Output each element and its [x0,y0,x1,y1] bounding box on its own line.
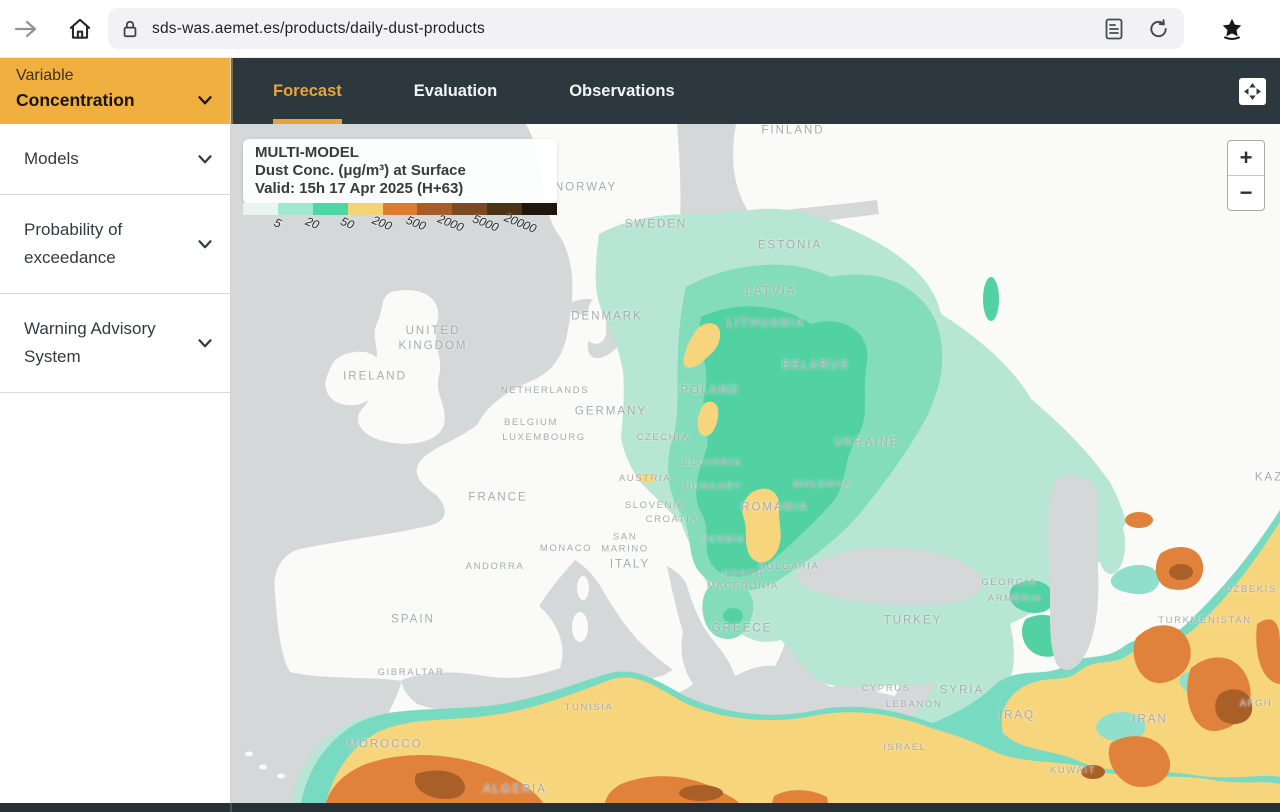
dust-core-sliver [983,277,999,321]
dust-teal-hole-2 [1096,712,1146,743]
map-zoom-control: + − [1227,140,1265,211]
dust-orange-algeria-east [772,790,828,803]
browser-toolbar: sds-was.aemet.es/products/daily-dust-pro… [0,0,1280,58]
map-legend: MULTI-MODEL Dust Conc. (μg/m³) at Surfac… [243,139,557,204]
dust-core-greece [723,608,743,624]
corsica [577,576,589,600]
sidebar-item-probability-of-exceedance[interactable]: Probability of exceedance [0,195,230,294]
dust-yellow-austria [638,473,656,483]
canary-1 [245,751,253,757]
forward-arrow-icon [14,20,37,37]
reload-icon[interactable] [1147,17,1170,41]
cyprus-island [877,684,901,696]
variable-selector[interactable]: Variable Concentration [0,58,230,124]
dust-yellow-romania [742,488,781,563]
tab-evaluation[interactable]: Evaluation [413,81,498,100]
ireland-island [325,351,382,406]
scale-segment [522,203,558,215]
map-canvas [231,124,1280,803]
chevron-down-icon [198,96,212,105]
dust-yellow-poland-2 [697,401,719,437]
scale-segment [347,203,383,215]
lock-icon [123,20,137,37]
home-button[interactable] [52,16,108,42]
scale-label: 5000 [470,211,501,235]
time-slider-bar[interactable] [0,803,1280,812]
forward-button[interactable] [0,17,52,41]
dust-core-green [696,306,868,577]
legend-valid-time: Valid: 15h 17 Apr 2025 (H+63) [255,180,464,197]
bookmark-button[interactable] [1184,16,1280,42]
dust-orange-edge [1256,619,1280,684]
zoom-out-button[interactable]: − [1239,180,1253,205]
top-navigation: Forecast Evaluation Observations [231,58,1280,124]
dust-brown-turkmen [1169,564,1193,580]
address-bar[interactable]: sds-was.aemet.es/products/daily-dust-pro… [108,8,1184,49]
legend-title: MULTI-MODEL [255,144,359,161]
scale-label: 2000 [435,211,466,235]
canary-2 [259,764,267,770]
dust-brown-morocco [414,770,466,799]
dust-orange-iran-1 [1133,625,1191,684]
color-scale-bar [243,203,558,215]
sidebar-item-models[interactable]: Models [0,124,230,195]
scale-segment [417,203,453,215]
scale-label: 200 [369,212,394,234]
url-text: sds-was.aemet.es/products/daily-dust-pro… [152,19,485,37]
scale-segment [277,203,313,215]
home-icon [69,18,91,39]
sidebar: Variable Concentration Models Probability… [0,58,231,812]
scale-label: 500 [404,212,429,234]
color-scale-labels: 5 20 50 200 500 2000 5000 20000 [243,210,557,242]
zoom-in-button[interactable]: + [1228,141,1264,176]
dust-teal-hole-1 [1110,564,1160,595]
sidebar-items: Models Probability of exceedance Warning A… [0,124,230,393]
scale-label: 5 [271,215,284,231]
sidebar-item-warning-advisory-system[interactable]: Warning Advisory System [0,294,230,393]
legend-variable: Dust Conc. (μg/m³) at Surface [255,162,466,179]
scale-segment [243,203,278,215]
scale-label: 20 [303,214,321,232]
canary-3 [277,773,285,779]
dust-brown-kuwait [1081,765,1105,779]
dust-core-armenia [1009,580,1054,614]
chevron-down-icon [198,155,212,164]
scale-segment [312,203,348,215]
black-sea-top [794,547,983,607]
dust-yellow-poland-1 [683,323,721,368]
dust-brown-algeria [679,785,723,801]
scale-segment [452,203,488,215]
variable-value: Concentration [16,89,135,110]
dust-caspian-east [1097,514,1125,574]
dust-orange-kuwait [1108,736,1171,788]
tab-forecast[interactable]: Forecast [273,58,342,124]
nav-tabs: Forecast Evaluation Observations [273,58,747,124]
chevron-down-icon [198,339,212,348]
reader-mode-icon[interactable] [1103,17,1125,41]
great-britain [357,290,445,444]
fullscreen-button[interactable] [1239,77,1266,105]
scale-segment [382,203,418,215]
fullscreen-arrows-icon [1244,82,1261,100]
bookmark-star-icon [1222,18,1242,40]
time-slider-divider [230,803,232,812]
tab-observations[interactable]: Observations [569,81,675,100]
dust-brown-iran [1215,689,1253,725]
dust-yellow-africa [326,677,1280,803]
dust-forecast-map[interactable]: FINLAND NORWAY SWEDEN ESTONIA LATVIA LITHUANI… [231,124,1280,812]
sardinia [572,612,588,642]
dust-orange-uzbek [1125,512,1153,528]
scale-label: 20000 [502,210,539,236]
caspian-sea-top [1047,475,1099,670]
balearics [484,630,502,638]
scale-segment [487,203,523,215]
chevron-down-icon [198,240,212,249]
variable-label: Variable [16,67,74,84]
scale-label: 50 [338,214,356,232]
